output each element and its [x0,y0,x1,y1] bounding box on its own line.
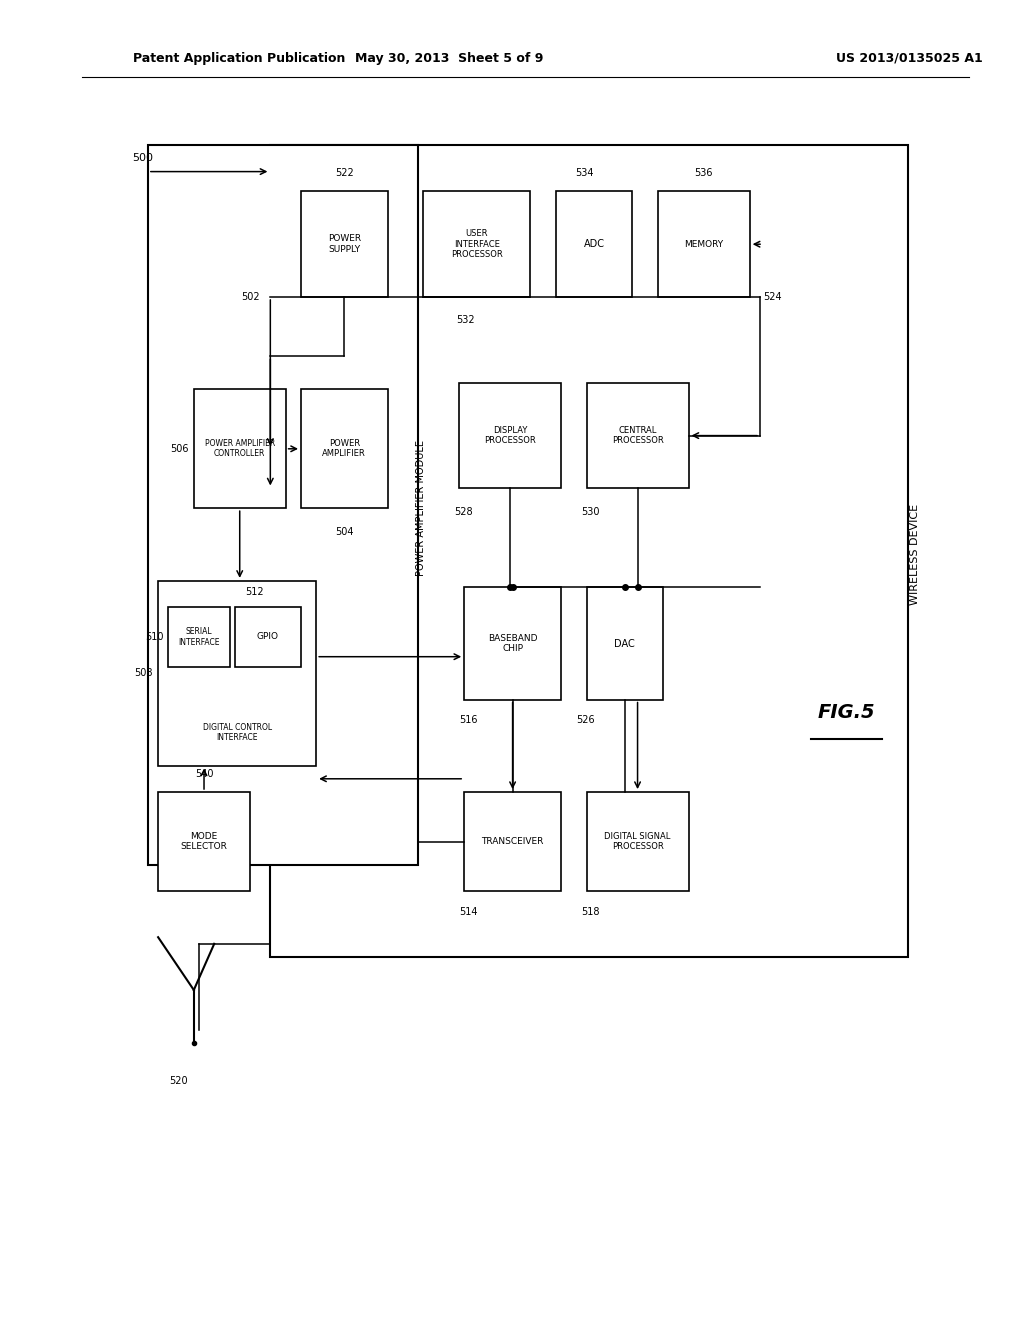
Text: TRANSCEIVER: TRANSCEIVER [481,837,544,846]
Text: ADC: ADC [584,239,605,249]
Text: CENTRAL
PROCESSOR: CENTRAL PROCESSOR [611,426,664,445]
Text: 536: 536 [694,168,713,178]
Text: POWER AMPLIFIER
CONTROLLER: POWER AMPLIFIER CONTROLLER [205,440,274,458]
Bar [301,389,388,508]
Bar [194,389,286,508]
Text: BASEBAND
CHIP: BASEBAND CHIP [487,634,538,653]
Text: POWER
AMPLIFIER: POWER AMPLIFIER [323,440,367,458]
Text: 516: 516 [459,715,477,726]
Bar [158,581,316,766]
Text: 518: 518 [582,907,600,917]
Text: 512: 512 [245,586,263,597]
Text: 530: 530 [582,507,600,517]
Bar [168,607,229,667]
Bar [234,607,301,667]
Bar [459,383,561,488]
Bar [301,191,388,297]
Text: DAC: DAC [614,639,635,648]
Text: May 30, 2013  Sheet 5 of 9: May 30, 2013 Sheet 5 of 9 [354,51,543,65]
Bar [658,191,750,297]
Text: USER
INTERFACE
PROCESSOR: USER INTERFACE PROCESSOR [451,230,503,259]
Text: WIRELESS DEVICE: WIRELESS DEVICE [910,504,920,605]
Bar [464,792,561,891]
Text: POWER
SUPPLY: POWER SUPPLY [328,235,360,253]
Text: 506: 506 [170,444,188,454]
Text: 534: 534 [574,168,593,178]
Text: MEMORY: MEMORY [684,240,723,248]
Bar [464,587,561,700]
Text: 510: 510 [144,632,163,642]
Bar [587,792,688,891]
Text: 504: 504 [335,527,353,537]
Text: 514: 514 [459,907,477,917]
Bar [147,145,418,865]
Text: 528: 528 [454,507,472,517]
Bar [158,792,250,891]
Text: Patent Application Publication: Patent Application Publication [133,51,345,65]
Text: 500: 500 [133,153,154,164]
Text: SERIAL
INTERFACE: SERIAL INTERFACE [178,627,220,647]
Text: 540: 540 [195,768,213,779]
Text: POWER AMPLIFIER MODULE: POWER AMPLIFIER MODULE [417,440,426,577]
Text: 526: 526 [577,715,595,726]
Text: GPIO: GPIO [257,632,279,642]
Text: 522: 522 [335,168,353,178]
Text: 508: 508 [134,668,153,678]
Bar [587,587,664,700]
Bar [587,383,688,488]
Text: US 2013/0135025 A1: US 2013/0135025 A1 [837,51,983,65]
Text: DISPLAY
PROCESSOR: DISPLAY PROCESSOR [484,426,536,445]
Text: MODE
SELECTOR: MODE SELECTOR [180,832,227,851]
Text: 520: 520 [169,1076,187,1086]
Text: DIGITAL SIGNAL
PROCESSOR: DIGITAL SIGNAL PROCESSOR [604,832,671,851]
Text: 524: 524 [763,292,781,302]
Bar [423,191,530,297]
Text: FIG.5: FIG.5 [818,704,876,722]
Bar [270,145,908,957]
Text: DIGITAL CONTROL
INTERFACE: DIGITAL CONTROL INTERFACE [203,723,271,742]
Text: 502: 502 [242,292,260,302]
Text: 532: 532 [457,315,475,326]
Bar [556,191,633,297]
